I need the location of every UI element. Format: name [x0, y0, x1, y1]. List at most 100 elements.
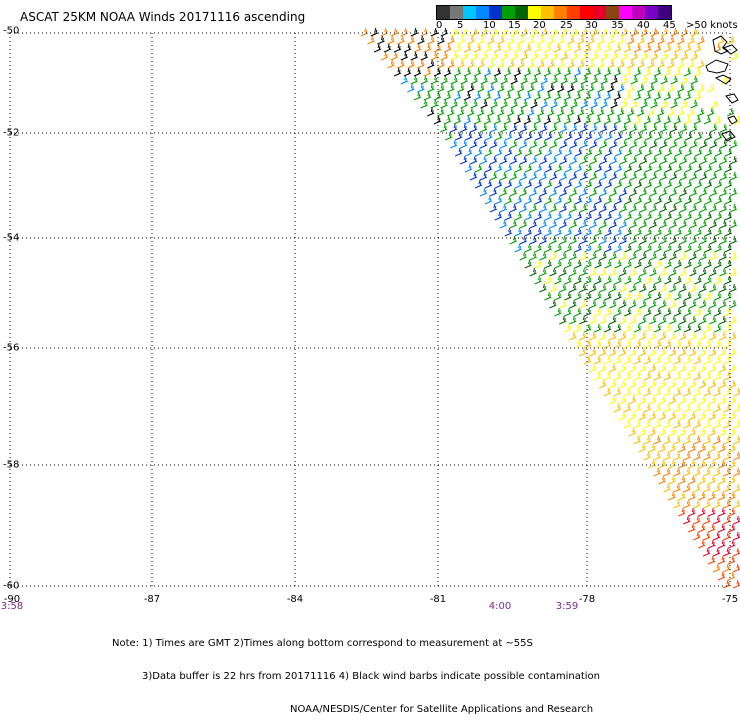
- wind-barb: [718, 524, 725, 532]
- wind-barb: [604, 292, 611, 300]
- wind-barb: [704, 388, 711, 396]
- wind-barb: [644, 308, 651, 316]
- wind-barb: [700, 172, 707, 180]
- wind-barb: [709, 412, 716, 420]
- wind-barb: [655, 244, 662, 252]
- wind-barb: [550, 188, 557, 196]
- wind-barb: [704, 308, 711, 316]
- wind-barb: [644, 292, 651, 300]
- lat-label: -54: [3, 233, 19, 244]
- wind-barb: [709, 396, 716, 404]
- wind-barb: [683, 484, 690, 492]
- wind-barb: [404, 44, 411, 52]
- wind-barb: [398, 36, 405, 44]
- wind-barb: [708, 524, 715, 532]
- wind-barb: [487, 84, 494, 92]
- wind-barb: [719, 332, 726, 340]
- wind-barb: [608, 36, 615, 44]
- wind-barb: [597, 84, 604, 92]
- wind-barb: [521, 76, 528, 84]
- wind-barb: [585, 212, 592, 220]
- wind-barb: [655, 260, 662, 268]
- wind-barb: [550, 268, 557, 276]
- wind-barb: [649, 300, 656, 308]
- wind-barb: [651, 76, 658, 84]
- wind-barb: [647, 60, 654, 68]
- wind-barb: [723, 516, 730, 524]
- wind-barb: [549, 284, 556, 292]
- wind-barb: [689, 316, 696, 324]
- wind-barb: [561, 100, 568, 108]
- wind-barb: [660, 140, 667, 148]
- wind-barb: [640, 220, 647, 228]
- wind-barb: [595, 164, 602, 172]
- wind-barb: [650, 204, 657, 212]
- wind-barb: [688, 508, 695, 516]
- wind-barb: [725, 228, 732, 236]
- wind-barb: [474, 68, 481, 76]
- wind-barb: [661, 28, 668, 36]
- wind-barb: [590, 188, 597, 196]
- wind-barb: [447, 60, 454, 68]
- wind-barb: [650, 188, 657, 196]
- wind-barb: [641, 28, 648, 36]
- wind-barb: [601, 28, 608, 36]
- wind-barb: [520, 172, 527, 180]
- wind-barb: [675, 180, 682, 188]
- wind-barb: [710, 252, 717, 260]
- wind-barb: [495, 148, 502, 156]
- wind-barb: [605, 212, 612, 220]
- wind-barb: [697, 108, 704, 116]
- wind-barb: [700, 204, 707, 212]
- wind-barb: [709, 460, 716, 468]
- wind-barb: [719, 284, 726, 292]
- wind-barb: [649, 284, 656, 292]
- wind-barb: [597, 60, 604, 68]
- wind-barb: [707, 84, 714, 92]
- wind-barb: [535, 180, 542, 188]
- wind-barb: [651, 28, 658, 36]
- wind-barb: [630, 172, 637, 180]
- wind-barb: [534, 68, 541, 76]
- wind-barb: [728, 492, 735, 500]
- wind-barb: [675, 244, 682, 252]
- wind-barb: [730, 188, 737, 196]
- wind-barb: [720, 220, 727, 228]
- wind-barb: [645, 276, 652, 284]
- wind-barb: [631, 76, 638, 84]
- wind-barb: [550, 252, 557, 260]
- wind-barb: [484, 92, 491, 100]
- wind-barb: [644, 404, 651, 412]
- wind-barb: [511, 100, 518, 108]
- lon-label: -87: [144, 594, 160, 605]
- wind-barb: [660, 156, 667, 164]
- wind-barb: [560, 172, 567, 180]
- wind-barb: [501, 28, 508, 36]
- wind-barb: [595, 276, 602, 284]
- wind-barb: [704, 116, 711, 124]
- wind-barb: [514, 68, 521, 76]
- wind-barb: [639, 284, 646, 292]
- wind-barb: [381, 52, 388, 60]
- wind-barb: [728, 524, 735, 532]
- wind-barb: [699, 460, 706, 468]
- wind-barb: [664, 340, 671, 348]
- wind-barb: [524, 92, 531, 100]
- wind-barb: [525, 196, 532, 204]
- wind-barb: [565, 244, 572, 252]
- wind-barb: [693, 516, 700, 524]
- wind-barb: [468, 36, 475, 44]
- wind-barb: [591, 100, 598, 108]
- wind-barb: [470, 140, 477, 148]
- wind-barb: [665, 244, 672, 252]
- wind-barb: [714, 436, 721, 444]
- wind-barb: [569, 316, 576, 324]
- wind-barb: [664, 324, 671, 332]
- wind-barb: [720, 252, 727, 260]
- wind-barb: [461, 52, 468, 60]
- wind-barb: [691, 100, 698, 108]
- wind-barb: [674, 388, 681, 396]
- wind-barb: [664, 420, 671, 428]
- wind-barb: [657, 60, 664, 68]
- wind-barb: [733, 580, 740, 588]
